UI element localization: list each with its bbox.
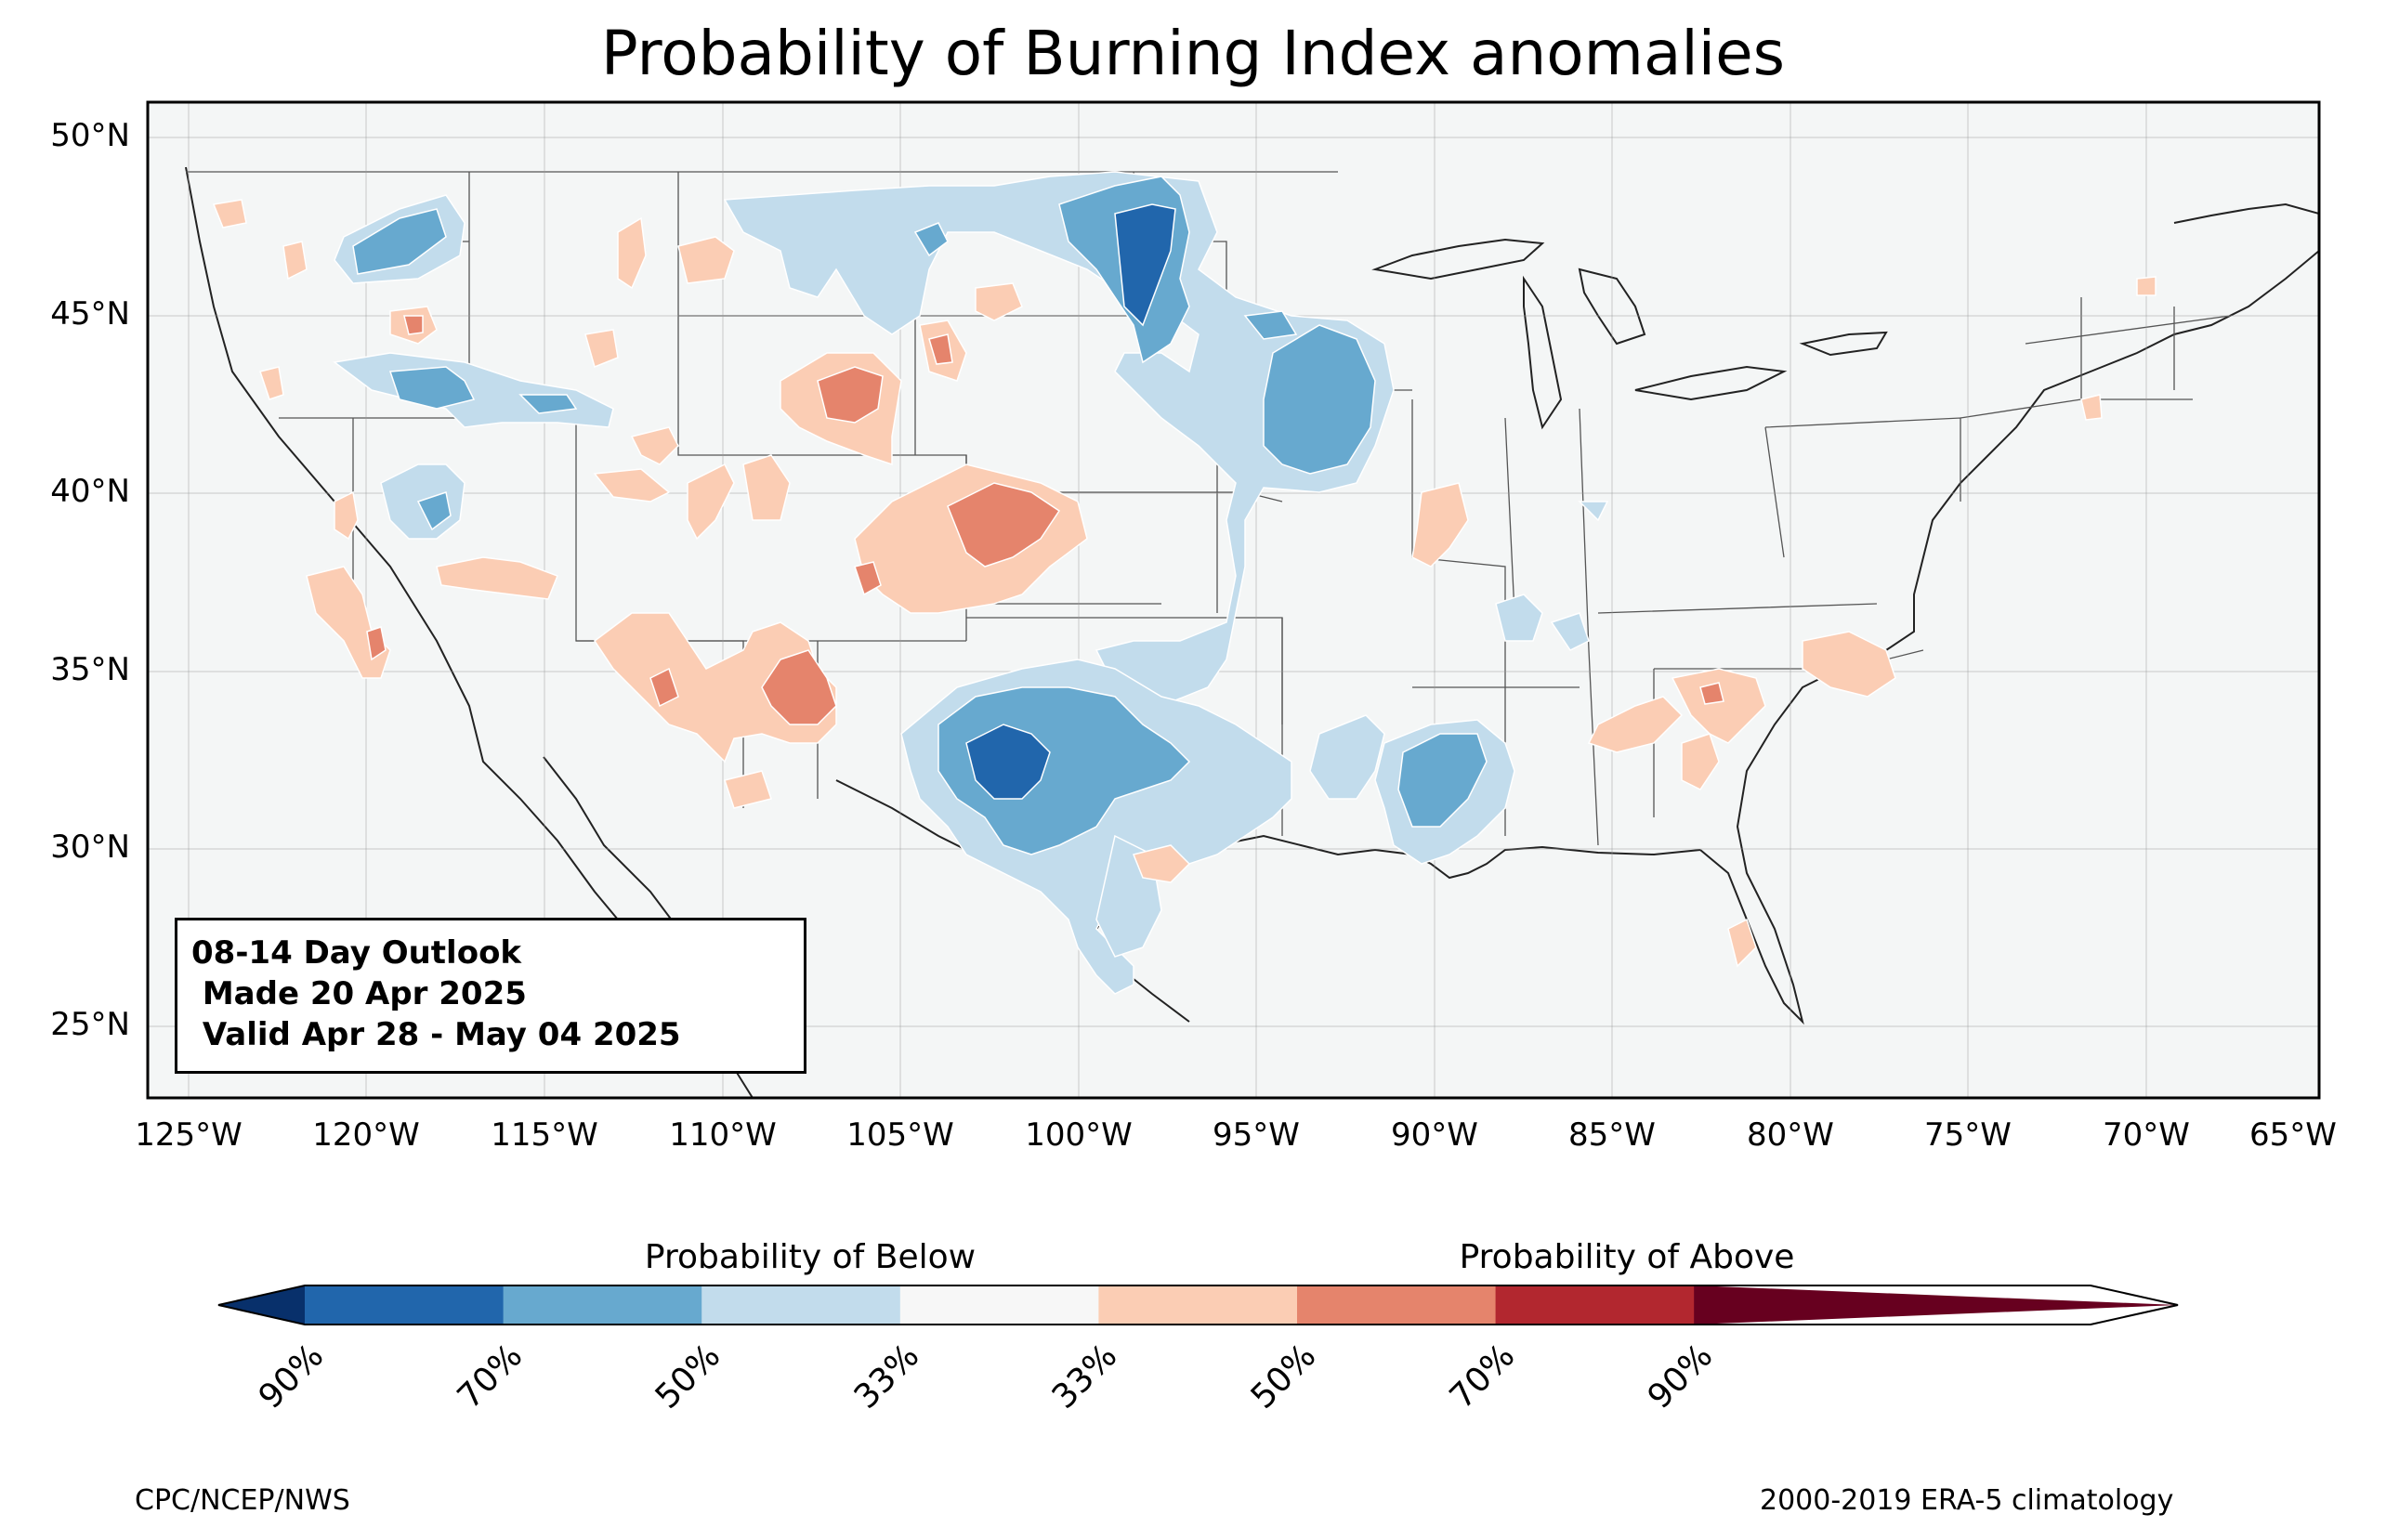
colorbar-below-label: Probability of Below [644,1238,977,1276]
lat-tick-label: 45°N [50,295,130,333]
lon-tick-label: 105°W [846,1116,954,1154]
lon-tick-label: 80°W [1747,1116,1834,1154]
outlook-title: 08-14 Day Outlook [191,934,522,972]
colorbar-extend-min [218,1286,305,1325]
lon-tick-label: 65°W [2249,1116,2337,1154]
chart-title: Probability of Burning Index anomalies [600,18,1786,89]
lon-tick-label: 125°W [135,1116,243,1154]
footer-credit: CPC/NCEP/NWS [135,1484,350,1517]
great-lakes [1371,238,1888,430]
lat-tick-label: 50°N [50,117,130,154]
colorbar-segments [218,1286,2178,1325]
lat-tick-label: 30°N [50,829,130,866]
colorbar-segment [701,1286,901,1325]
lat-tick-label: 40°N [50,473,130,510]
lat-tick-label: 35°N [50,651,130,688]
lon-tick-label: 115°W [491,1116,598,1154]
colorbar-above-label: Probability of Above [1459,1238,1795,1276]
colorbar-segment [503,1286,703,1325]
outlook-info-box: 08-14 Day Outlook Made 20 Apr 2025 Valid… [175,918,806,1074]
lon-tick-label: 110°W [669,1116,777,1154]
colorbar-segment [305,1286,505,1325]
footer-climatology: 2000-2019 ERA-5 climatology [1760,1484,2174,1517]
colorbar-segment [1495,1286,1696,1325]
outlook-valid-range: Valid Apr 28 - May 04 2025 [191,1016,681,1053]
map-frame [146,100,2321,1100]
colorbar-extend-max [1694,1286,2178,1325]
lon-tick-label: 95°W [1213,1116,1300,1154]
lat-tick-label: 25°N [50,1006,130,1043]
lon-tick-label: 120°W [312,1116,420,1154]
colorbar-segment [899,1286,1100,1325]
lon-tick-label: 90°W [1391,1116,1478,1154]
above-anomaly-regions [212,199,2157,968]
colorbar-segment [1098,1286,1298,1325]
colorbar-outline [217,1285,2179,1325]
below-anomaly-regions [333,171,1609,995]
lon-tick-label: 100°W [1025,1116,1133,1154]
outlook-made-date: Made 20 Apr 2025 [191,975,527,1012]
lon-tick-label: 75°W [1924,1116,2012,1154]
lon-tick-label: 85°W [1568,1116,1656,1154]
colorbar-segment [1297,1286,1497,1325]
lon-tick-label: 70°W [2103,1116,2190,1154]
